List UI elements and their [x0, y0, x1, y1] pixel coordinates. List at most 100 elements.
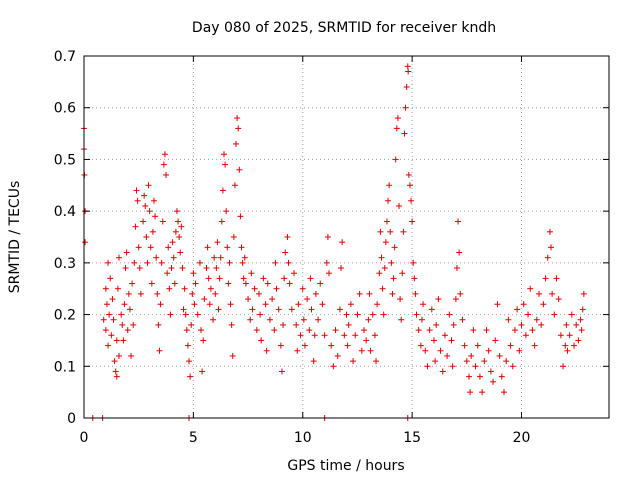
data-point — [562, 342, 569, 349]
data-point — [566, 332, 573, 339]
data-point — [182, 311, 189, 318]
data-point — [446, 311, 453, 318]
data-point — [417, 342, 424, 349]
data-point — [170, 254, 177, 261]
data-point — [444, 352, 451, 359]
data-point — [393, 125, 400, 132]
data-point — [312, 290, 319, 297]
data-point — [269, 296, 276, 303]
data-point — [415, 327, 422, 334]
data-point — [295, 301, 302, 308]
data-point — [520, 301, 527, 308]
data-point — [538, 321, 545, 328]
data-point — [301, 342, 308, 349]
data-point — [511, 327, 518, 334]
data-point — [179, 265, 186, 272]
data-point — [308, 306, 315, 313]
data-point — [251, 285, 258, 292]
data-point — [141, 192, 148, 199]
data-point — [146, 208, 153, 215]
data-point — [339, 239, 346, 246]
data-point — [247, 316, 254, 323]
data-point — [285, 259, 292, 266]
data-point — [564, 347, 571, 354]
data-point — [266, 316, 273, 323]
data-point — [173, 208, 180, 215]
data-point — [378, 254, 385, 261]
data-point — [113, 373, 120, 380]
data-point — [248, 270, 255, 277]
y-tick-label: 0.1 — [54, 359, 76, 375]
y-tick-label: 0.7 — [54, 49, 76, 65]
data-point — [441, 332, 448, 339]
data-point — [483, 327, 490, 334]
data-point — [236, 166, 243, 173]
data-point — [293, 321, 300, 328]
data-point — [396, 202, 402, 209]
data-point — [286, 280, 293, 287]
data-point — [158, 259, 165, 266]
data-point — [304, 296, 311, 303]
data-point — [262, 301, 269, 308]
data-point — [551, 311, 558, 318]
data-point — [102, 285, 109, 292]
data-point — [527, 285, 534, 292]
data-point — [112, 368, 119, 375]
data-point — [218, 218, 225, 225]
data-point — [516, 347, 523, 354]
data-point — [332, 327, 339, 334]
data-point — [449, 363, 456, 370]
data-point — [106, 311, 113, 318]
data-point — [435, 296, 442, 303]
data-point — [167, 311, 174, 318]
data-point — [130, 321, 137, 328]
data-point — [405, 171, 412, 178]
data-point — [203, 265, 210, 272]
data-point — [431, 337, 437, 344]
data-point — [439, 368, 446, 375]
data-point — [428, 306, 435, 313]
data-point — [529, 327, 536, 334]
data-point — [129, 280, 136, 287]
data-point — [142, 202, 149, 209]
data-point — [358, 347, 365, 354]
data-point — [171, 280, 178, 287]
data-point — [392, 156, 399, 163]
data-point — [450, 321, 457, 328]
data-point — [175, 218, 182, 225]
data-point — [217, 254, 224, 261]
data-point — [136, 265, 143, 272]
data-point — [245, 296, 252, 303]
data-point — [107, 275, 114, 282]
data-point — [352, 332, 359, 339]
data-point — [201, 296, 208, 303]
data-point — [105, 342, 112, 349]
data-point — [260, 275, 267, 282]
data-point — [490, 378, 497, 385]
data-point — [533, 316, 540, 323]
data-point — [120, 337, 127, 344]
data-point — [412, 290, 419, 297]
data-point — [135, 244, 142, 251]
data-point — [219, 187, 226, 194]
data-point — [116, 352, 122, 359]
data-point — [110, 316, 117, 323]
data-point — [347, 301, 354, 308]
data-point — [501, 389, 507, 396]
data-point — [317, 280, 324, 287]
x-axis-label: GPS time / hours — [287, 458, 404, 474]
data-point — [241, 254, 248, 261]
data-points — [81, 63, 587, 421]
data-point — [315, 316, 322, 323]
data-point — [164, 270, 171, 277]
data-point — [577, 316, 584, 323]
x-tick-label: 0 — [80, 430, 89, 446]
data-point — [326, 270, 332, 277]
y-tick-label: 0.5 — [54, 152, 76, 168]
data-point — [479, 389, 486, 396]
data-point — [410, 259, 417, 266]
data-point — [166, 285, 173, 292]
data-point — [240, 275, 247, 282]
data-point — [563, 321, 570, 328]
data-point — [426, 327, 433, 334]
